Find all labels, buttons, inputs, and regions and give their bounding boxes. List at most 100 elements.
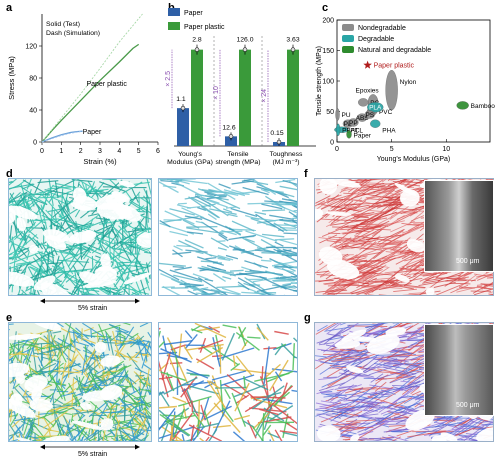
chart-a-stress-strain: 0 1 2 3 4 5 6 0 40 80 120 Strain (%) Stress (MPa) Sol… (7, 13, 160, 166)
image-d-paper-micrograph (8, 178, 152, 296)
data-point (228, 134, 234, 139)
material-label: ABS (356, 115, 370, 122)
image-e-plastic-micrograph (8, 322, 152, 442)
bar-paper (225, 136, 237, 146)
marker-ps (364, 110, 375, 119)
material-label: PVC (379, 109, 393, 116)
strain-label-e: 5% strain (78, 451, 108, 458)
group-label: (MJ m⁻³) (273, 159, 300, 166)
value-label-plastic: 126.0 (236, 37, 253, 44)
image-d-paper-fiber-detail (158, 178, 298, 296)
y-tick-label: 200 (322, 18, 334, 25)
material-label: PE (344, 121, 353, 128)
x-axis-label: Young's Modulus (GPa) (377, 156, 450, 163)
value-label-paper: 12.6 (222, 124, 235, 131)
fiber-network (8, 322, 152, 442)
panel-border (158, 322, 298, 442)
sem-inset-g (424, 324, 494, 416)
value-label-paper: 1.1 (176, 96, 186, 103)
multiplier-label: × 2.5 (165, 71, 172, 87)
y-tick-label: 40 (29, 108, 37, 115)
marker-bamboo (456, 101, 469, 110)
image-e-plastic-fiber-detail (158, 322, 298, 442)
material-label: PLA (369, 105, 382, 112)
legend-note: Dash (Simulation) (46, 30, 100, 37)
x-tick-label: 0 (40, 148, 44, 155)
legend-note: Solid (Test) (46, 21, 80, 28)
material-label: Nylon (400, 79, 417, 86)
series-line-3 (41, 131, 81, 143)
material-label: Epoxies (356, 87, 380, 94)
data-point (180, 105, 186, 111)
data-point (276, 139, 282, 145)
panel-label-f: f (304, 168, 308, 180)
series-line-1 (41, 13, 143, 143)
strain-arrow-e (40, 444, 140, 450)
group-label: Young's (178, 151, 202, 158)
fiber-network (158, 322, 298, 442)
panel-label-a: a (6, 2, 13, 14)
x-tick-label: 2 (79, 148, 83, 155)
group-label: strength (MPa) (216, 159, 261, 166)
strain-label-d: 5% strain (78, 305, 108, 312)
legend-label-nondeg: Nondegradable (358, 25, 406, 32)
y-tick-label: 150 (322, 48, 334, 55)
x-tick-label: 5 (390, 146, 394, 153)
multiplier-label: × 10 (213, 86, 220, 100)
x-tick-label: 4 (117, 148, 121, 155)
legend-label-natural: Natural and degradable (358, 47, 431, 54)
x-tick-label: 3 (98, 148, 102, 155)
strain-arrow-d (40, 298, 140, 304)
material-label: PHA (382, 128, 396, 135)
panel-label-d: d (6, 168, 13, 180)
material-label: Bamboo (471, 103, 496, 110)
marker-paper (346, 130, 352, 139)
y-tick-label: 80 (29, 76, 37, 83)
y-tick-label: 120 (25, 44, 37, 51)
material-label: PU (342, 112, 351, 119)
multiplier-label: × 24 (261, 89, 268, 103)
legend-swatch-deg (342, 35, 354, 42)
marker-pu (335, 108, 340, 121)
marker-nylon (385, 70, 398, 111)
y-axis-label: Tensile strength (MPa) (316, 46, 323, 116)
marker-pha (370, 119, 381, 128)
material-label: PS (365, 112, 374, 119)
legend-swatch-nondeg (342, 24, 354, 31)
material-label: Paper (354, 132, 372, 139)
panel-label-c: c (322, 2, 329, 14)
sem-inset-f (424, 180, 494, 272)
y-tick-label: 0 (33, 140, 37, 147)
x-tick-label: 10 (442, 146, 450, 153)
fiber-network (158, 178, 298, 296)
panel-border (8, 322, 152, 442)
group-label: Toughness (270, 151, 303, 158)
value-label-plastic: 2.8 (192, 37, 202, 44)
panel-label-g: g (304, 312, 311, 324)
material-label: Paper plastic (374, 63, 415, 70)
scalebar-label-g: 500 μm (456, 402, 480, 409)
series-line-2 (41, 130, 83, 143)
data-point (194, 47, 200, 52)
value-label-plastic: 3.63 (286, 37, 299, 44)
legend-swatch-paper_plastic (168, 22, 180, 30)
legend-label-paper_plastic: Paper plastic (184, 24, 225, 31)
bar-paper-plastic (191, 49, 203, 146)
fiber-network (8, 178, 152, 296)
x-tick-label: 5 (137, 148, 141, 155)
x-tick-label: 0 (335, 146, 339, 153)
x-tick-label: 1 (59, 148, 63, 155)
legend-label-paper: Paper (184, 10, 203, 17)
marker-pp (348, 118, 359, 127)
legend-swatch-paper (168, 8, 180, 16)
material-label: PP (349, 120, 358, 127)
bar-paper-plastic (287, 49, 299, 146)
legend-swatch-natural (342, 46, 354, 53)
value-label-paper: 0.15 (270, 130, 283, 137)
group-label: Tensile (227, 151, 248, 158)
bar-paper (177, 108, 189, 146)
scalebar-label-f: 500 μm (456, 258, 480, 265)
panel-background (158, 178, 298, 296)
marker-paper-plastic (363, 60, 372, 69)
